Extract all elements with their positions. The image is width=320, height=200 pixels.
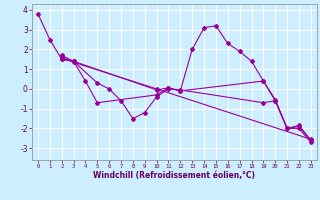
X-axis label: Windchill (Refroidissement éolien,°C): Windchill (Refroidissement éolien,°C) — [93, 171, 255, 180]
